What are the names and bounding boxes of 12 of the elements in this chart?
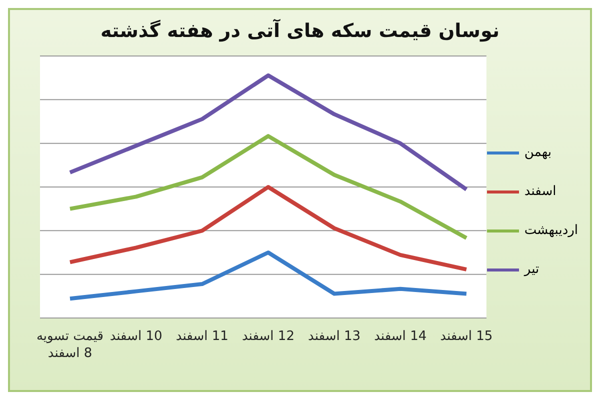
x-tick-label: قیمت تسویه 8 اسفند — [36, 329, 104, 361]
x-tick-label: 15 اسفند — [440, 329, 493, 344]
x-tick-label: 11 اسفند — [176, 329, 228, 344]
x-tick-label: 12 اسفند — [242, 329, 294, 344]
legend-label: بهمن — [524, 145, 552, 160]
legend-label: تیر — [524, 262, 540, 277]
x-tick-label: 13 اسفند — [308, 329, 361, 344]
legend-label: اردیبهشت — [524, 223, 578, 238]
chart-title: نوسان قیمت سکه های آتی در هفته گذشته — [99, 18, 501, 44]
x-tick-label: 10 اسفند — [110, 329, 162, 344]
x-tick-label: 14 اسفند — [374, 329, 427, 344]
legend-label: اسفند — [524, 184, 556, 199]
